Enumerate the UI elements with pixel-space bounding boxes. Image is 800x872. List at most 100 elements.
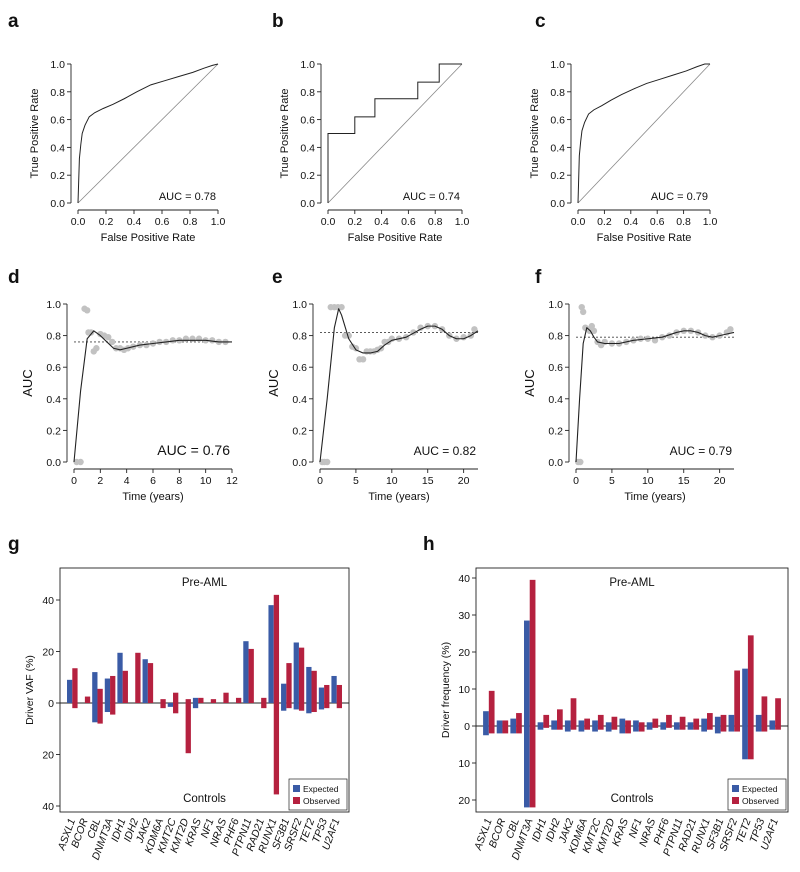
x-tick-label-b: 0.4 (374, 216, 389, 228)
bar-expected-up (67, 679, 73, 703)
bar-expected-up (92, 672, 98, 703)
y-tick-label-f: 0.4 (548, 394, 563, 406)
legend-box-g (288, 778, 348, 811)
y-axis-label-g: Driver VAF (%) (24, 655, 36, 725)
y-axis-label-h: Driver frequency (%) (440, 642, 452, 738)
legend-box-h (727, 778, 787, 811)
y-tick-label-h: 20 (458, 795, 470, 807)
bar-expected-up (619, 718, 626, 726)
y-tick-label-h: 40 (458, 573, 470, 585)
auc-label-b: AUC = 0.74 (403, 191, 460, 203)
bar-expected-up (524, 620, 530, 726)
y-tick-label-a: 0.6 (50, 115, 65, 127)
y-tick-label-a: 0.0 (50, 198, 65, 210)
data-point-d (105, 333, 112, 341)
bar-expected-down (92, 703, 98, 723)
bar-expected-down (578, 726, 585, 732)
bar-expected-up (769, 720, 776, 726)
bar-observed-up (122, 670, 128, 703)
data-point-f (601, 338, 608, 346)
bar-expected-down (524, 726, 530, 808)
data-point-e (338, 303, 345, 311)
bar-observed-up (223, 692, 229, 703)
y-tick-label-b: 0.2 (300, 170, 315, 182)
bar-observed-up (160, 699, 166, 703)
x-tick-label-e: 15 (422, 475, 434, 487)
bar-expected-up (755, 714, 762, 726)
x-tick-label-d: 4 (124, 475, 130, 487)
x-tick-label-f: 10 (642, 475, 654, 487)
data-point-d (77, 458, 84, 466)
y-axis-label-c: True Positive Rate (529, 88, 541, 178)
y-tick-label-h: 30 (458, 610, 470, 622)
bar-observed-up (235, 697, 242, 703)
bar-observed-down (324, 703, 330, 709)
bar-expected-down (728, 726, 735, 732)
y-axis-label-d: AUC (20, 369, 35, 396)
y-axis-label-b: True Positive Rate (279, 88, 291, 178)
bar-observed-up (185, 699, 191, 703)
data-point-f (727, 326, 734, 333)
y-tick-label-a: 0.2 (50, 170, 65, 182)
bar-expected-up (104, 678, 111, 703)
x-tick-label-f: 15 (678, 475, 690, 487)
bar-observed-up (734, 670, 740, 726)
bar-expected-down (687, 726, 694, 730)
bar-observed-up (516, 713, 522, 726)
bar-expected-down (167, 703, 174, 707)
legend-label-observed: Observed (742, 796, 779, 806)
x-tick-label-a: 0.2 (99, 216, 114, 228)
bar-expected-down (674, 726, 680, 730)
data-point-d (93, 345, 100, 352)
y-axis-label-e: AUC (266, 369, 281, 396)
data-point-e (388, 335, 396, 342)
y-tick-label-d: 0.8 (46, 331, 61, 343)
y-tick-label-a: 0.4 (50, 142, 65, 154)
panel-label-f: f (535, 267, 542, 288)
y-tick-label-c: 0.0 (550, 198, 565, 210)
y-tick-label-d: 1.0 (46, 299, 61, 311)
bar-expected-up (674, 722, 680, 726)
bar-observed-up (570, 698, 577, 726)
bar-expected-down (306, 703, 312, 714)
x-tick-label-d: 8 (176, 475, 182, 487)
legend-label-expected: Expected (303, 784, 339, 794)
panel-label-g: g (8, 534, 20, 555)
y-axis-label-f: AUC (522, 369, 537, 396)
bar-expected-up (605, 722, 612, 726)
bar-observed-up (72, 668, 78, 703)
y-tick-label-c: 1.0 (550, 59, 565, 71)
legend-swatch-observed (293, 797, 300, 804)
bar-observed-up (173, 692, 179, 703)
y-tick-label-c: 0.8 (550, 87, 565, 99)
y-tick-label-f: 0.2 (548, 425, 563, 437)
y-tick-label-b: 0.4 (300, 142, 315, 154)
x-axis-label-f: Time (years) (624, 491, 685, 503)
bar-observed-down (72, 703, 78, 709)
y-tick-label-d: 0.0 (46, 457, 61, 469)
bar-observed-up (135, 652, 141, 703)
y-tick-label-e: 1.0 (292, 299, 307, 311)
bar-expected-up (742, 668, 748, 726)
panel-title-g: Pre-AML (182, 577, 228, 589)
smooth-curve-e (319, 308, 479, 463)
bar-expected-down (592, 726, 598, 732)
bar-observed-up (110, 675, 116, 703)
bar-observed-down (516, 726, 522, 734)
y-axis-label-a: True Positive Rate (29, 88, 41, 178)
bar-expected-up (483, 711, 489, 726)
diagonal-reference-b (327, 63, 463, 204)
x-tick-label-b: 1.0 (455, 216, 470, 228)
bar-observed-down (734, 726, 740, 732)
bar-observed-down (529, 726, 536, 808)
data-point-d (156, 338, 163, 346)
y-tick-label-c: 0.6 (550, 115, 565, 127)
bar-observed-up (97, 688, 103, 703)
diagonal-reference-c (577, 63, 711, 204)
x-tick-label-a: 0.0 (71, 216, 86, 228)
bar-expected-up (496, 720, 503, 726)
bar-expected-up (331, 675, 337, 703)
panel-label-c: c (535, 11, 546, 32)
x-tick-label-d: 6 (150, 475, 156, 487)
bar-expected-up (293, 642, 299, 703)
